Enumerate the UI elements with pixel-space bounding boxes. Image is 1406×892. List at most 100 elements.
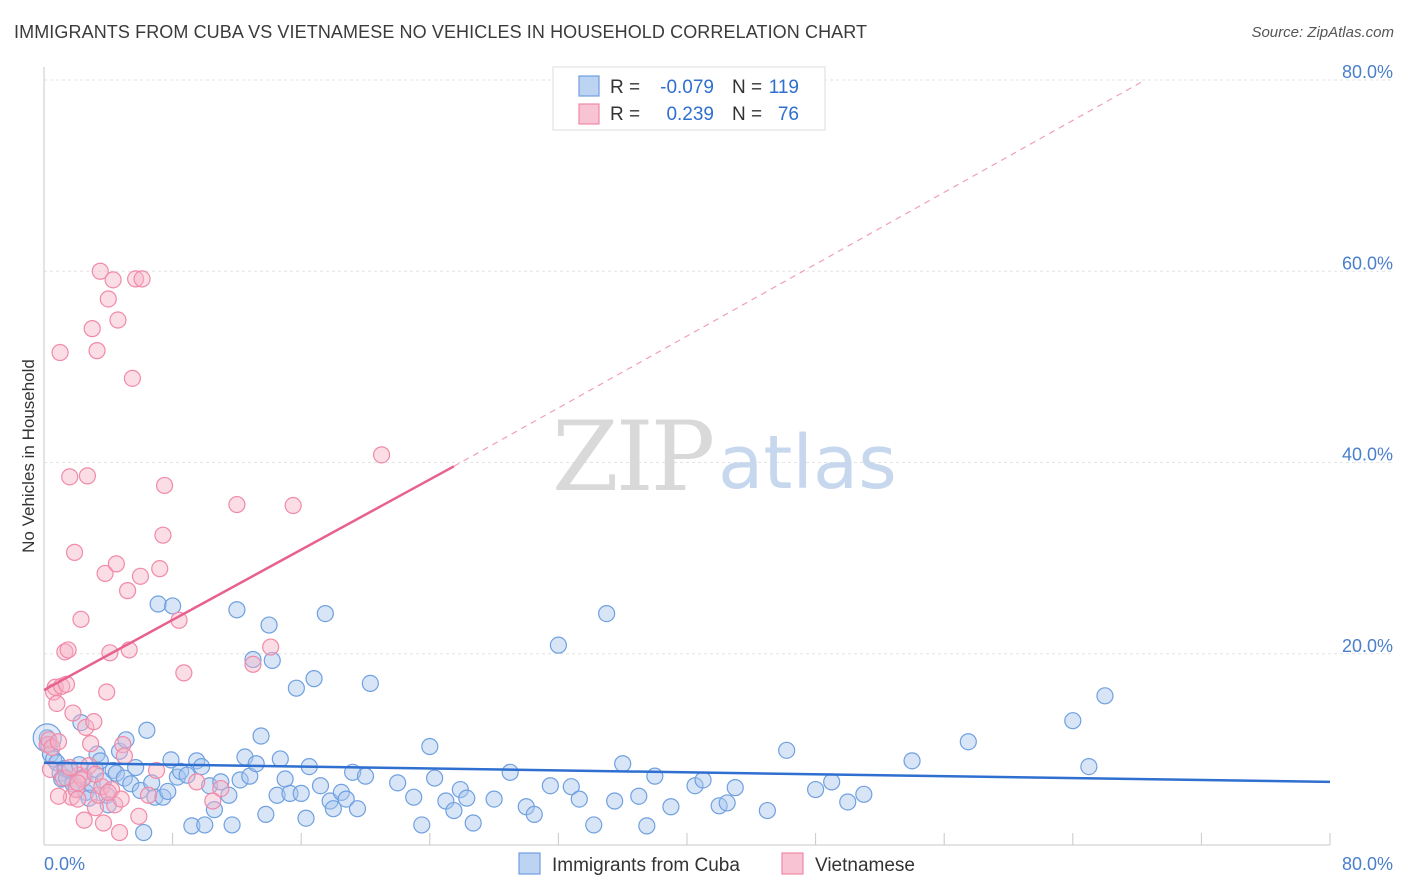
cuba-point bbox=[638, 817, 656, 835]
cuba-point bbox=[292, 784, 310, 802]
vietnamese-point bbox=[64, 704, 82, 722]
vietnamese-point bbox=[115, 747, 133, 765]
cuba-point bbox=[324, 800, 342, 818]
vietnamese-point bbox=[43, 738, 61, 757]
cuba-point bbox=[196, 816, 214, 834]
legend-vietnamese-r-label: R = bbox=[610, 104, 640, 125]
cuba-point bbox=[413, 816, 431, 834]
x-tick-label-min: 0.0% bbox=[44, 854, 85, 874]
cuba-point bbox=[405, 788, 423, 806]
cuba-point bbox=[606, 792, 624, 810]
vietnamese-point bbox=[104, 271, 122, 289]
cuba-point bbox=[268, 786, 286, 804]
cuba-point bbox=[107, 764, 125, 782]
chart-title: IMMIGRANTS FROM CUBA VS VIETNAMESE NO VE… bbox=[14, 22, 868, 42]
legend-cuba-r-label: R = bbox=[610, 77, 640, 98]
vietnamese-point bbox=[130, 807, 148, 825]
cuba-point bbox=[178, 766, 196, 784]
cuba-point bbox=[1064, 712, 1082, 730]
cuba-point bbox=[806, 780, 825, 799]
vietnamese-point bbox=[69, 774, 87, 792]
vietnamese-point bbox=[99, 783, 117, 802]
cuba-point bbox=[115, 769, 133, 787]
vietnamese-point bbox=[139, 786, 158, 804]
vietnamese-point bbox=[48, 694, 66, 713]
cuba-point bbox=[138, 721, 156, 739]
cuba-point bbox=[718, 794, 736, 812]
cuba-point bbox=[630, 787, 648, 805]
cuba-point bbox=[164, 597, 182, 615]
cuba-point bbox=[445, 801, 463, 820]
vietnamese-point bbox=[188, 773, 206, 791]
cuba-point bbox=[212, 773, 230, 791]
vietnamese-point bbox=[59, 641, 77, 659]
cuba-point bbox=[823, 773, 841, 791]
y-tick-label: 20.0% bbox=[1342, 636, 1393, 656]
cuba-point bbox=[149, 595, 167, 613]
x-tick-label-max: 80.0% bbox=[1342, 854, 1393, 874]
y-tick-label: 80.0% bbox=[1342, 62, 1393, 82]
vietnamese-point bbox=[127, 270, 145, 288]
cuba-point bbox=[135, 823, 153, 842]
vietnamese-point bbox=[154, 526, 172, 544]
cuba-point bbox=[271, 750, 289, 768]
vietnamese-point bbox=[75, 811, 93, 829]
vietnamese-point bbox=[118, 582, 137, 600]
cuba-point bbox=[316, 604, 334, 623]
legend-vietnamese-r-value: 0.239 bbox=[666, 104, 714, 125]
series-cuba-points bbox=[32, 595, 1114, 842]
cuba-point bbox=[778, 741, 796, 759]
cuba-point bbox=[247, 755, 265, 773]
cuba-point bbox=[758, 801, 776, 820]
cuba-point bbox=[311, 777, 330, 795]
bottom-legend-vietnamese-label: Vietnamese bbox=[815, 855, 915, 876]
cuba-point bbox=[223, 816, 241, 834]
cuba-point bbox=[598, 604, 616, 623]
vietnamese-point bbox=[82, 735, 100, 753]
cuba-point bbox=[228, 601, 246, 619]
cuba-point bbox=[389, 774, 407, 792]
vietnamese-point bbox=[98, 683, 116, 701]
cuba-point bbox=[244, 650, 262, 669]
vietnamese-point bbox=[49, 787, 68, 805]
cuba-point bbox=[562, 778, 580, 796]
watermark-atlas: atlas bbox=[718, 420, 897, 506]
vietnamese-point bbox=[109, 311, 127, 329]
cuba-point bbox=[260, 616, 278, 634]
cuba-point bbox=[662, 798, 680, 816]
vietnamese-point bbox=[91, 262, 109, 280]
cuba-point bbox=[903, 752, 921, 770]
vietnamese-point bbox=[72, 610, 90, 628]
vietnamese-point bbox=[110, 823, 129, 842]
cuba-point bbox=[1096, 687, 1114, 705]
cuba-point bbox=[231, 771, 249, 789]
cuba-point bbox=[541, 777, 559, 795]
vietnamese-point bbox=[284, 496, 302, 515]
legend-vietnamese-n-label: N = bbox=[732, 104, 762, 125]
vietnamese-point bbox=[107, 555, 125, 573]
cuba-point bbox=[855, 785, 873, 803]
vietnamese-point bbox=[41, 760, 60, 779]
vietnamese-point bbox=[61, 468, 79, 486]
cuba-point bbox=[585, 816, 603, 834]
cuba-point bbox=[263, 651, 281, 670]
vietnamese-point bbox=[155, 476, 174, 495]
cuba-point bbox=[205, 801, 223, 819]
y-tick-labels: 20.0% 40.0% 60.0% 80.0% bbox=[1342, 62, 1393, 656]
vietnamese-point bbox=[83, 320, 101, 338]
vietnamese-point bbox=[78, 467, 97, 485]
cuba-point bbox=[525, 805, 543, 824]
watermark-zip: ZIP bbox=[552, 401, 713, 513]
vietnamese-trend-extension bbox=[453, 79, 1146, 467]
cuba-point bbox=[183, 817, 201, 835]
cuba-point bbox=[694, 771, 712, 789]
vietnamese-point bbox=[123, 369, 142, 387]
vietnamese-point bbox=[69, 790, 87, 808]
vietnamese-point bbox=[133, 270, 151, 288]
vietnamese-point bbox=[88, 342, 106, 360]
cuba-point bbox=[192, 757, 211, 776]
cuba-point bbox=[485, 790, 503, 808]
legend-vietnamese-swatch bbox=[578, 103, 600, 125]
cuba-point bbox=[356, 767, 375, 785]
